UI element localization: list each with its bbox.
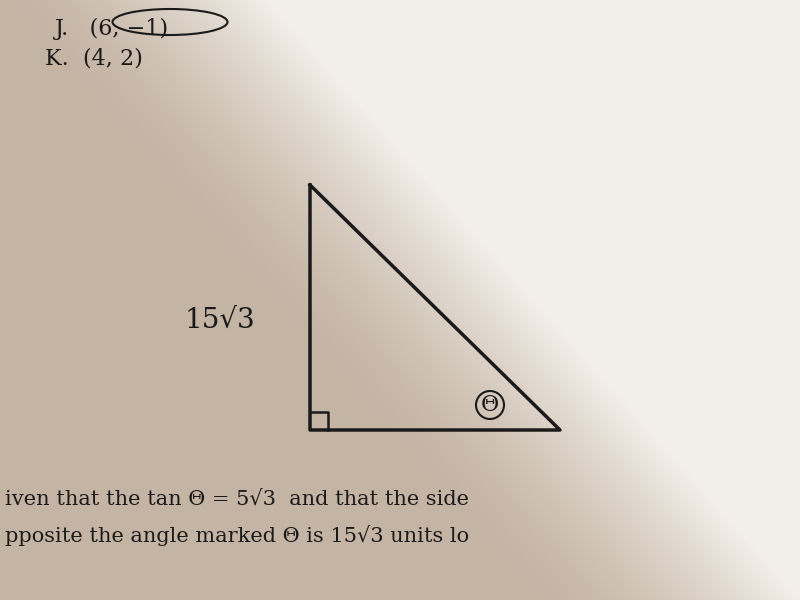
Text: K.  (4, 2): K. (4, 2) [45, 48, 143, 70]
Text: Θ: Θ [481, 394, 499, 416]
Text: iven that the tan Θ = 5√3  and that the side: iven that the tan Θ = 5√3 and that the s… [5, 490, 469, 509]
Text: 15√3: 15√3 [184, 307, 255, 334]
Text: pposite the angle marked Θ is 15√3 units lo: pposite the angle marked Θ is 15√3 units… [5, 525, 469, 546]
Text: J.   (6, −1): J. (6, −1) [55, 18, 169, 40]
